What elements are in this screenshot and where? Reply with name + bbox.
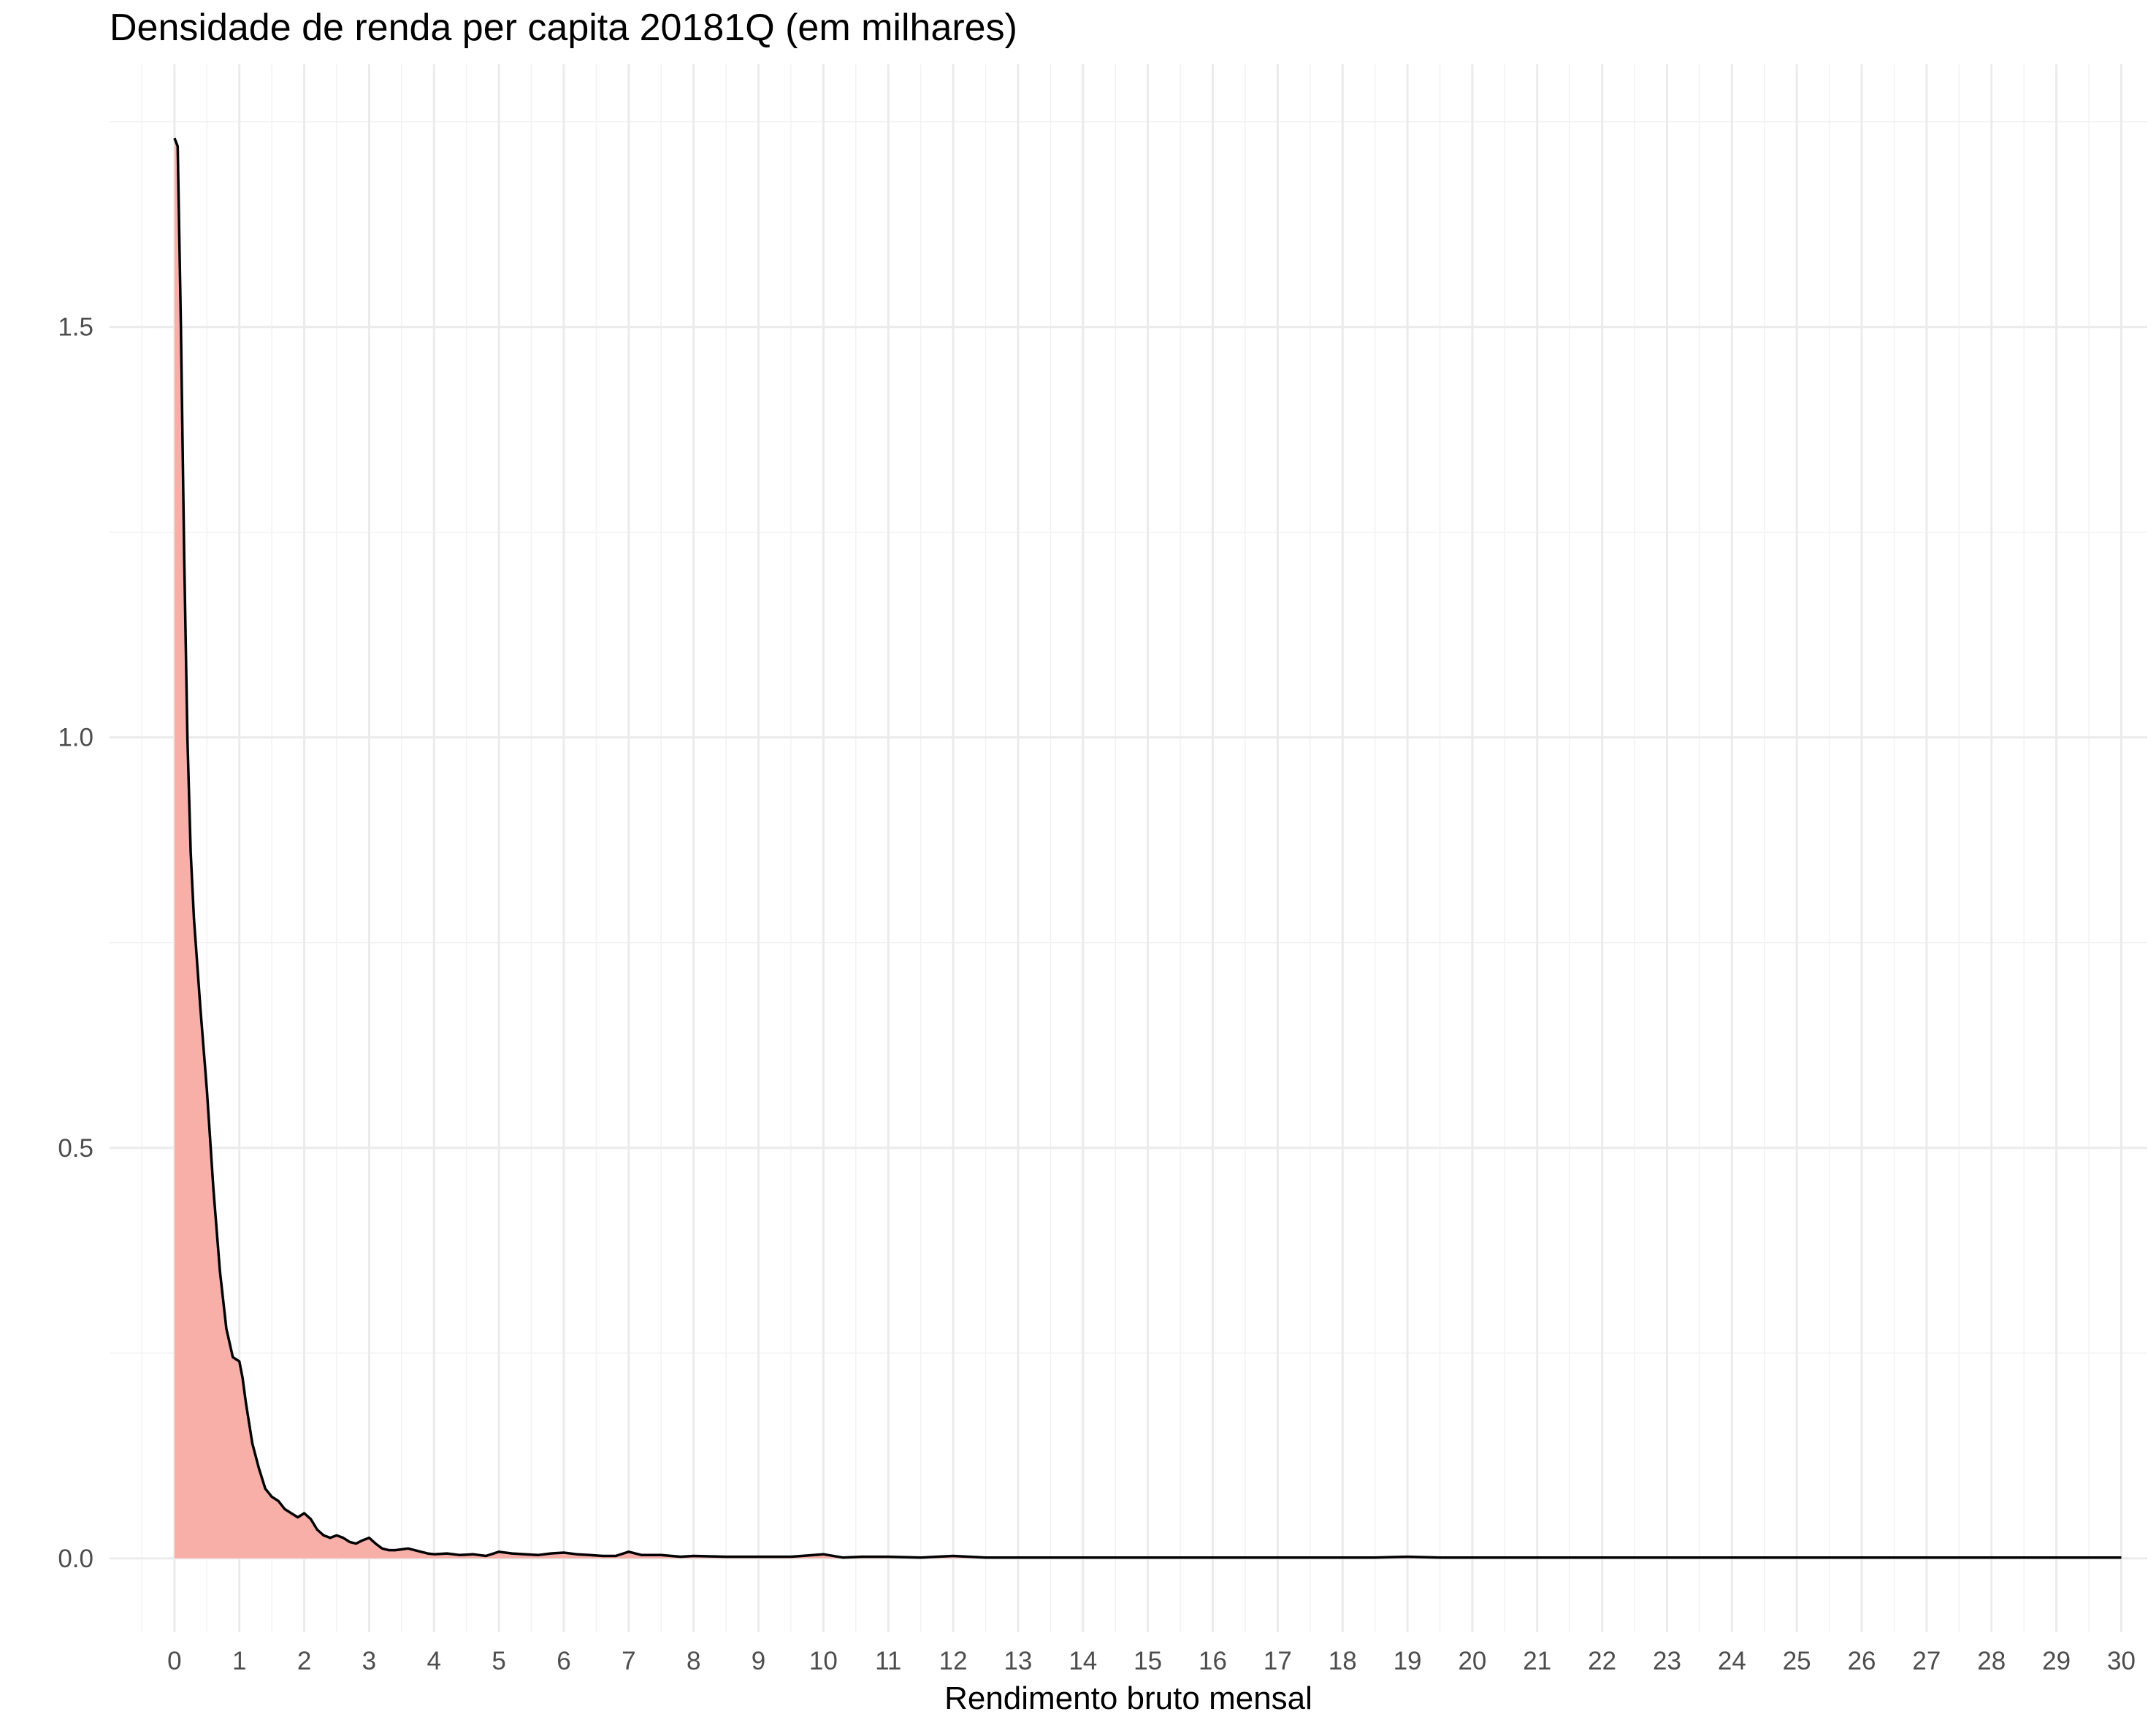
- y-tick-label: 1.0: [58, 724, 93, 752]
- x-tick-label: 7: [622, 1647, 635, 1675]
- x-axis-title: Rendimento bruto mensal: [944, 1680, 1312, 1716]
- x-tick-label: 18: [1329, 1647, 1357, 1675]
- x-tick-label: 10: [809, 1647, 838, 1675]
- x-tick-label: 3: [362, 1647, 376, 1675]
- x-tick-label: 5: [492, 1647, 505, 1675]
- x-tick-label: 28: [1977, 1647, 2006, 1675]
- y-tick-label: 0.0: [58, 1545, 93, 1573]
- x-tick-label: 8: [687, 1647, 700, 1675]
- x-tick-label: 24: [1718, 1647, 1746, 1675]
- x-tick-label: 27: [1912, 1647, 1941, 1675]
- y-tick-label: 1.5: [58, 313, 93, 342]
- x-tick-label: 2: [297, 1647, 311, 1675]
- x-tick-label: 26: [1848, 1647, 1876, 1675]
- x-tick-label: 14: [1069, 1647, 1097, 1675]
- x-tick-label: 9: [752, 1647, 765, 1675]
- x-tick-label: 6: [557, 1647, 570, 1675]
- x-tick-label: 11: [875, 1647, 901, 1675]
- x-tick-label: 0: [167, 1647, 181, 1675]
- y-tick-label: 0.5: [58, 1134, 93, 1163]
- x-tick-label: 16: [1199, 1647, 1227, 1675]
- x-tick-label: 17: [1264, 1647, 1292, 1675]
- x-tick-label: 4: [427, 1647, 441, 1675]
- x-tick-label: 20: [1458, 1647, 1486, 1675]
- x-tick-label: 25: [1783, 1647, 1811, 1675]
- x-tick-label: 12: [939, 1647, 968, 1675]
- x-tick-label: 21: [1523, 1647, 1551, 1675]
- x-tick-label: 30: [2107, 1647, 2136, 1675]
- x-tick-label: 22: [1588, 1647, 1616, 1675]
- x-tick-label: 23: [1653, 1647, 1681, 1675]
- x-tick-label: 1: [232, 1647, 246, 1675]
- chart-title: Densidade de renda per capita 20181Q (em…: [110, 7, 1017, 49]
- x-tick-label: 29: [2042, 1647, 2071, 1675]
- x-tick-label: 19: [1394, 1647, 1422, 1675]
- x-tick-label: 13: [1004, 1647, 1032, 1675]
- x-tick-label: 15: [1134, 1647, 1162, 1675]
- density-line: [173, 137, 2122, 1559]
